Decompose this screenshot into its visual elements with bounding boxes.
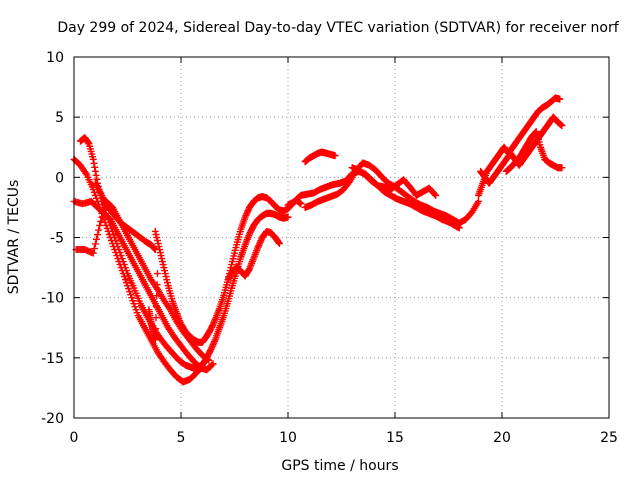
- data-point: [209, 360, 217, 368]
- data-point: [96, 221, 104, 229]
- data-point: [150, 244, 158, 252]
- y-tick-label: -20: [41, 411, 64, 427]
- data-point: [208, 361, 216, 369]
- data-point: [243, 210, 251, 218]
- data-point: [95, 226, 103, 234]
- data-point: [432, 191, 440, 199]
- data-point: [91, 163, 99, 171]
- data-point: [98, 213, 106, 221]
- data-point: [91, 240, 99, 248]
- data-point: [255, 240, 263, 248]
- data-points: [70, 94, 566, 386]
- series-trace-16: [502, 128, 566, 175]
- series-trace-14: [474, 94, 564, 199]
- data-point: [207, 325, 215, 333]
- data-point: [152, 314, 160, 322]
- data-point: [153, 292, 161, 300]
- data-point: [257, 237, 265, 245]
- y-tick-label: -10: [41, 291, 64, 307]
- data-point: [558, 122, 566, 130]
- data-point: [165, 304, 173, 312]
- data-point: [275, 240, 283, 248]
- x-axis-label: GPS time / hours: [281, 458, 398, 474]
- y-tick-label: -15: [41, 351, 64, 367]
- data-point: [254, 243, 262, 251]
- data-point: [331, 152, 339, 160]
- x-tick-label: 25: [600, 430, 618, 446]
- data-point: [211, 317, 219, 325]
- x-tick-label: 10: [279, 430, 297, 446]
- data-point: [431, 190, 439, 198]
- data-point: [210, 319, 218, 327]
- data-point: [99, 209, 107, 217]
- series-trace-11: [301, 159, 482, 227]
- data-point: [92, 235, 100, 243]
- data-point: [151, 245, 159, 253]
- grid-lines: [74, 57, 609, 418]
- data-point: [94, 231, 102, 239]
- data-point: [97, 217, 105, 225]
- x-tick-labels: 0 5 10 15 20 25: [70, 430, 618, 446]
- y-tick-labels: -20 -15 -10 -5 0 5 10: [41, 50, 64, 427]
- data-point: [242, 211, 250, 219]
- data-point: [152, 325, 160, 333]
- data-point: [558, 164, 566, 172]
- data-point: [84, 139, 92, 147]
- data-point: [152, 303, 160, 311]
- data-point: [208, 322, 216, 330]
- data-point: [208, 344, 216, 352]
- x-tick-label: 5: [177, 430, 186, 446]
- x-tick-label: 15: [386, 430, 404, 446]
- data-point: [82, 169, 90, 177]
- data-point: [89, 249, 97, 257]
- series-trace-10: [284, 167, 463, 232]
- data-point: [243, 208, 251, 216]
- data-point: [153, 270, 161, 278]
- x-tick-label: 20: [493, 430, 511, 446]
- data-point: [208, 342, 216, 350]
- x-tick-label: 0: [70, 430, 79, 446]
- data-point: [89, 155, 97, 163]
- series-trace-13: [348, 164, 440, 199]
- data-point: [90, 159, 98, 167]
- data-point: [209, 320, 217, 328]
- data-point: [474, 197, 482, 205]
- chart-title: Day 299 of 2024, Sidereal Day-to-day VTE…: [57, 20, 619, 36]
- data-point: [241, 213, 249, 221]
- data-point: [91, 167, 99, 175]
- data-point: [211, 337, 219, 345]
- y-tick-label: 10: [46, 50, 64, 66]
- y-tick-label: 0: [55, 170, 64, 186]
- data-point: [256, 238, 264, 246]
- data-point: [297, 200, 305, 208]
- series-trace-12: [301, 148, 339, 166]
- data-point: [556, 95, 564, 103]
- data-point: [284, 213, 292, 221]
- series-trace-6: [145, 270, 161, 344]
- series-trace-8: [194, 209, 292, 371]
- series-trace-9: [224, 227, 283, 284]
- series-trace-7: [151, 193, 305, 346]
- series-trace-5: [91, 179, 159, 254]
- data-point: [209, 341, 217, 349]
- data-point: [255, 242, 263, 250]
- y-axis-label: SDTVAR / TECUs: [6, 180, 22, 295]
- data-point: [153, 281, 161, 289]
- y-tick-label: 5: [55, 110, 64, 126]
- y-tick-label: -5: [50, 231, 64, 247]
- data-point: [207, 345, 215, 353]
- data-point: [151, 336, 159, 344]
- data-point: [92, 171, 100, 179]
- axis-ticks: [73, 56, 610, 419]
- data-point: [244, 207, 252, 215]
- data-point: [275, 239, 283, 247]
- data-point: [208, 323, 216, 331]
- data-point: [210, 339, 218, 347]
- data-point: [90, 245, 98, 253]
- data-point: [93, 175, 101, 183]
